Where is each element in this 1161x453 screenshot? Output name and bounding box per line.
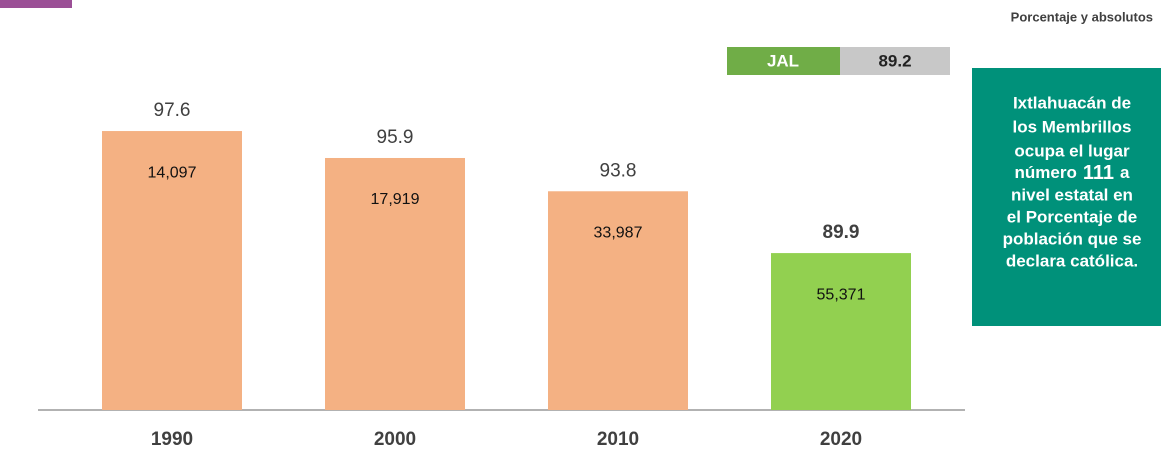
callout-line: ocupa el lugar — [1014, 141, 1130, 160]
callout-text: número — [1015, 163, 1077, 182]
count-label: 17,919 — [371, 191, 420, 208]
value-label: 95.9 — [377, 127, 414, 148]
reference-value-box — [840, 47, 950, 75]
count-label: 14,097 — [148, 164, 197, 181]
callout-box — [972, 68, 1161, 326]
callout-rank: 111 — [1083, 162, 1114, 184]
header-accent — [0, 0, 72, 8]
callout-rank-line: número 111 a — [1015, 162, 1131, 184]
bar — [548, 191, 688, 410]
callout-line: declara católica. — [1006, 251, 1138, 270]
callout-line: el Porcentaje de — [1007, 207, 1137, 226]
value-label: 97.6 — [154, 100, 191, 121]
reference-label: JAL — [767, 51, 799, 70]
chart-subtitle: Porcentaje y absolutos — [1011, 9, 1153, 24]
count-label: 55,371 — [817, 286, 866, 303]
value-label: 89.9 — [823, 222, 860, 243]
bar — [771, 253, 911, 410]
callout-line: nivel estatal en — [1011, 185, 1133, 204]
callout-line: los Membrillos — [1012, 117, 1131, 136]
callout-line: Ixtlahuacán de — [1013, 93, 1131, 112]
bar — [325, 157, 465, 410]
bar — [102, 131, 242, 411]
x-tick-label: 2000 — [374, 429, 416, 450]
value-label: 93.8 — [600, 160, 637, 181]
count-label: 33,987 — [594, 224, 643, 241]
reference-value: 89.2 — [878, 51, 911, 70]
callout-text: a — [1120, 163, 1130, 182]
x-tick-label: 1990 — [151, 429, 193, 450]
x-tick-label: 2010 — [597, 429, 639, 450]
reference-label-box — [727, 47, 840, 75]
x-tick-label: 2020 — [820, 429, 862, 450]
callout-line: población que se — [1003, 229, 1142, 248]
